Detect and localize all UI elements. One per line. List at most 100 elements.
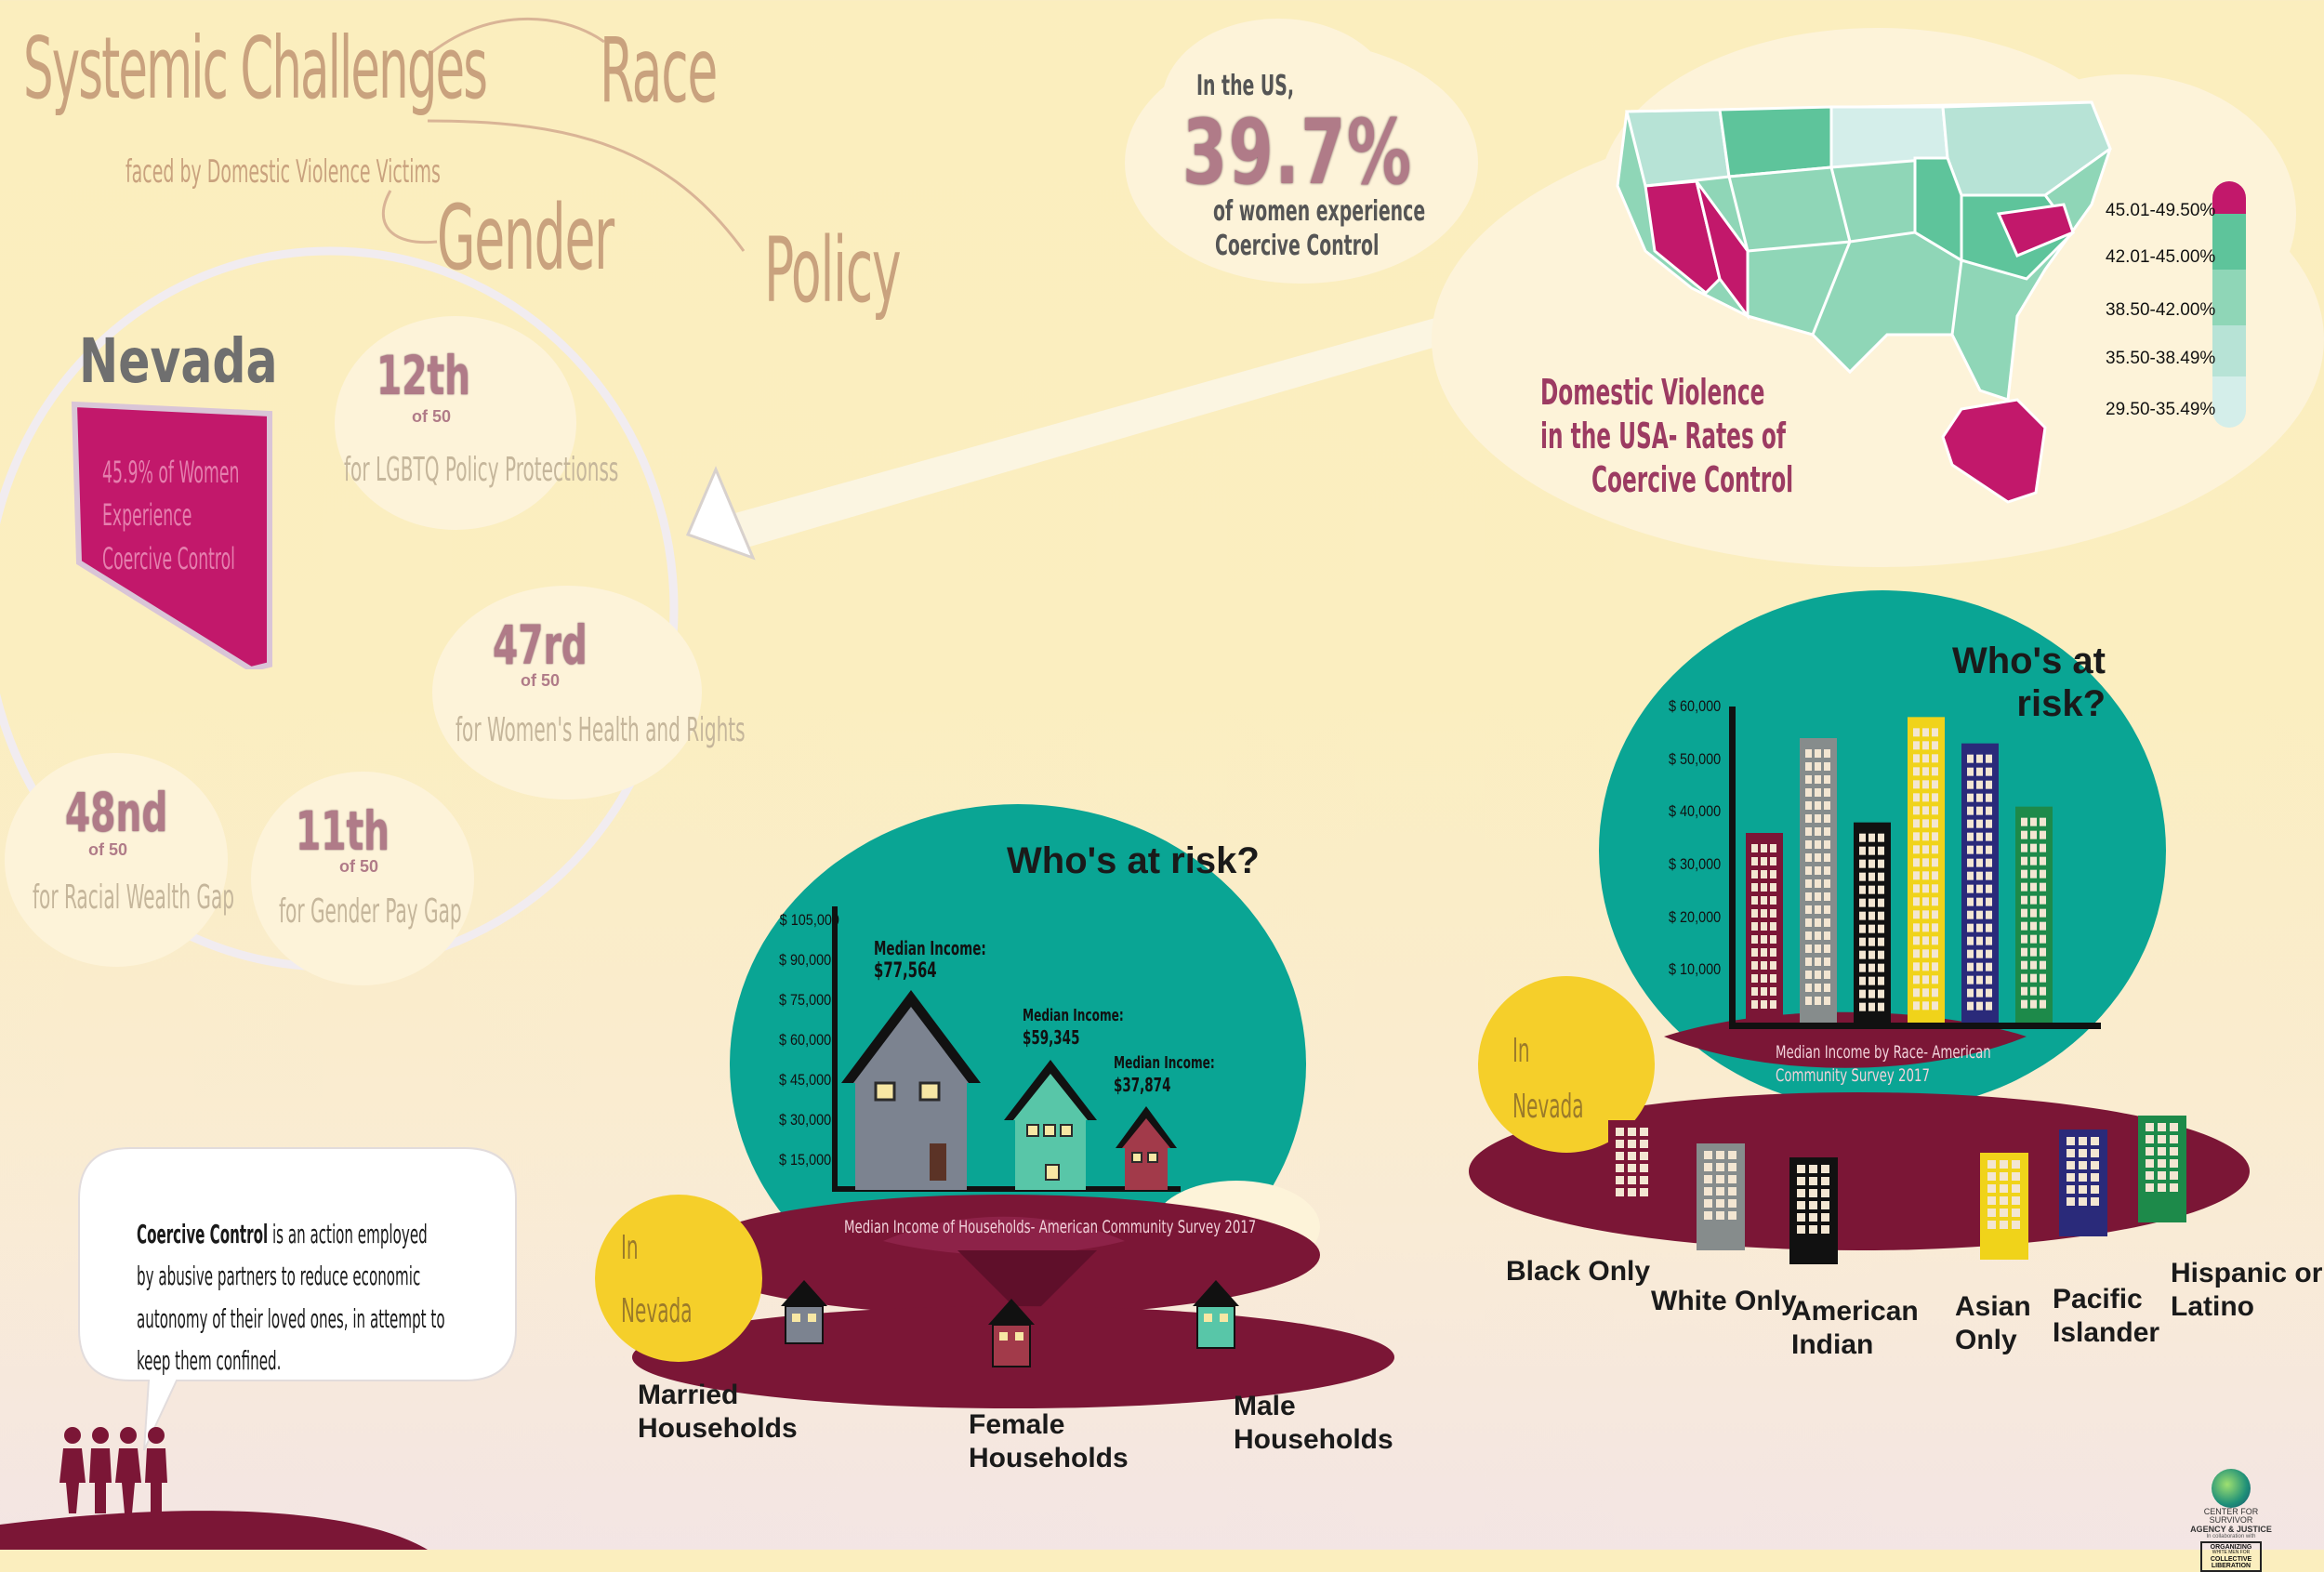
race-bar-window xyxy=(1815,879,1821,888)
race-bar-window xyxy=(1922,923,1929,932)
rank-wealth-label: for Racial Wealth Gap xyxy=(33,878,234,917)
race-label-white: White Only xyxy=(1651,1286,1797,1316)
race-bar-window xyxy=(1824,866,1830,875)
households-y-tick: $ 105,000 xyxy=(779,911,839,929)
us-stat-prefix: In the US, xyxy=(1196,70,1295,102)
nevada-state-stat: 45.9% of Women Experience Coercive Contr… xyxy=(102,455,240,576)
race-ground-window xyxy=(1728,1163,1736,1171)
race-ground-window xyxy=(1704,1175,1712,1183)
race-bar-window xyxy=(1967,754,1974,763)
nevada-title: Nevada xyxy=(79,325,278,397)
race-bar-window xyxy=(1824,853,1830,862)
logo-icon xyxy=(2212,1469,2251,1508)
race-bar-window xyxy=(1932,858,1938,867)
race-bar-window xyxy=(1913,806,1920,815)
race-bar-window xyxy=(1761,987,1767,996)
race-bar-window xyxy=(1859,872,1866,881)
definition-bubble xyxy=(78,1147,517,1451)
race-ground-window xyxy=(1797,1165,1805,1173)
race-bar-window xyxy=(1868,963,1875,972)
race-ground-window xyxy=(1640,1164,1648,1172)
race-bar-window xyxy=(1815,749,1821,758)
race-bar-window xyxy=(1878,950,1884,959)
race-bar-window xyxy=(1878,924,1884,933)
house-female xyxy=(1116,1106,1177,1190)
race-bar-window xyxy=(1761,844,1767,852)
race-bar-window xyxy=(1761,948,1767,957)
race-bar-window xyxy=(1986,754,1992,763)
race-bar-window xyxy=(1967,793,1974,802)
race-ground-window xyxy=(2000,1172,2008,1181)
race-ground-window xyxy=(1728,1151,1736,1159)
race-bar-window xyxy=(1824,827,1830,836)
race-bar-window xyxy=(1986,845,1992,854)
race-bar-window xyxy=(1824,918,1830,927)
households-y-tick: $ 75,000 xyxy=(778,991,832,1009)
race-ground-window xyxy=(2012,1172,2020,1181)
race-bar-window xyxy=(1859,937,1866,946)
race-bar-window xyxy=(1986,780,1992,789)
race-ground-window xyxy=(2000,1209,2008,1217)
us-map xyxy=(1616,100,2112,504)
race-bar-window xyxy=(1824,931,1830,940)
race-bar-window xyxy=(2040,960,2046,970)
race-bar-window xyxy=(1761,883,1767,892)
race-ground-window xyxy=(1704,1187,1712,1196)
race-ground-window xyxy=(1640,1152,1648,1160)
race-bar-window xyxy=(1932,819,1938,828)
race-bar-window xyxy=(1932,988,1938,997)
race-ground-building xyxy=(1608,1120,1657,1227)
race-bar-window xyxy=(1976,975,1983,984)
race-bar-window xyxy=(1878,989,1884,998)
race-bar-window xyxy=(1986,793,1992,802)
rank-cloud-pay xyxy=(251,772,474,985)
race-bar-window xyxy=(1805,762,1812,771)
race-ground-window xyxy=(2158,1147,2166,1156)
race-bar-window xyxy=(2040,934,2046,944)
race-bar-window xyxy=(1751,961,1758,970)
race-ground-window xyxy=(1987,1184,1996,1193)
race-bar-window xyxy=(1805,788,1812,797)
race-ground-window xyxy=(1716,1175,1724,1183)
map-title-line1: Domestic Violence xyxy=(1540,372,1765,413)
race-bar-window xyxy=(1932,923,1938,932)
race-bar-window xyxy=(1824,788,1830,797)
race-bar-window xyxy=(1976,793,1983,802)
race-bar-window xyxy=(1976,897,1983,906)
race-bar-window xyxy=(2040,999,2046,1009)
race-bar-window xyxy=(1967,806,1974,815)
race-bar-window xyxy=(1922,897,1929,906)
race-bar-window xyxy=(1913,936,1920,945)
race-bar-window xyxy=(1976,858,1983,867)
race-bar-window xyxy=(1976,767,1983,776)
race-bar-window xyxy=(1805,840,1812,849)
race-ground-window xyxy=(2067,1185,2075,1194)
race-bar-window xyxy=(1859,898,1866,907)
race-bar-window xyxy=(1986,832,1992,841)
race-ground-window xyxy=(1716,1211,1724,1220)
race-bar-window xyxy=(2030,973,2037,983)
race-bar-window xyxy=(2021,960,2027,970)
race-bar-window xyxy=(1859,911,1866,920)
race-bar-window xyxy=(1761,857,1767,865)
households-heading-text: Who's at risk? xyxy=(1007,840,1260,881)
us-stat-line1: of women experience xyxy=(1213,195,1426,228)
race-bar-window xyxy=(2040,817,2046,826)
race-bar-window xyxy=(1922,858,1929,867)
race-bar-window xyxy=(1805,801,1812,810)
race-ground-window xyxy=(1809,1165,1817,1173)
race-bar-window xyxy=(1770,1000,1776,1009)
legend-item-4: 35.50-38.49% xyxy=(2106,349,2216,368)
race-bar-window xyxy=(1967,858,1974,867)
race-ground-window xyxy=(2091,1137,2099,1145)
households-house-bars xyxy=(841,990,1177,1190)
race-ground-window xyxy=(2000,1196,2008,1205)
race-bar-window xyxy=(1815,853,1821,862)
race-bar-window xyxy=(2040,986,2046,996)
race-bar-window xyxy=(1913,949,1920,958)
race-bar-window xyxy=(1824,958,1830,966)
race-bar-window xyxy=(1859,885,1866,894)
race-bar-window xyxy=(1922,832,1929,841)
race-bar-window xyxy=(1913,884,1920,893)
race-bar-window xyxy=(1922,962,1929,971)
